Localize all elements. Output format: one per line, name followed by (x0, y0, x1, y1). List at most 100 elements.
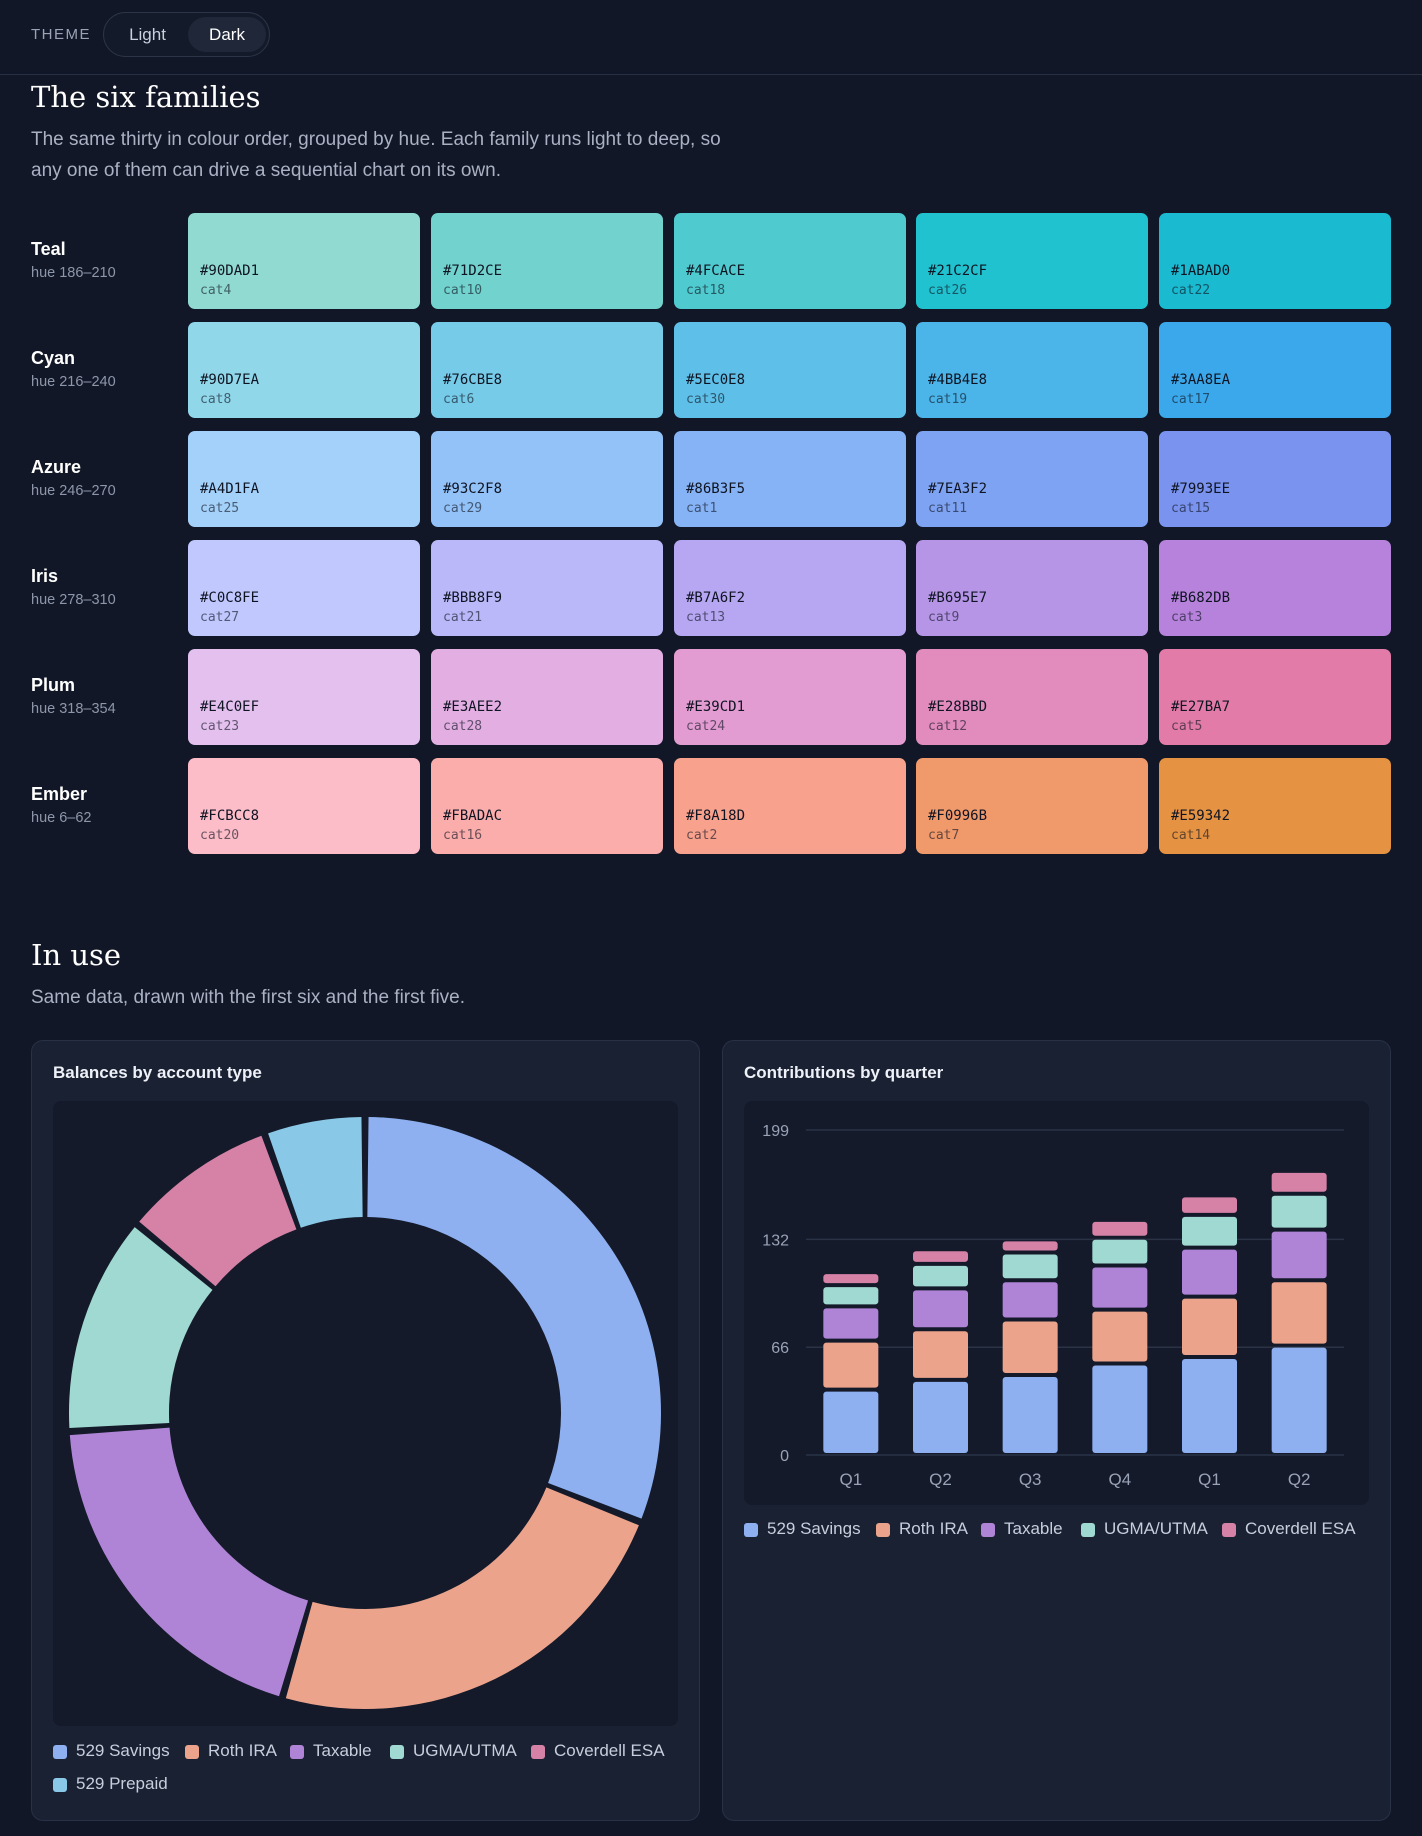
bar-segment-taxable[interactable] (823, 1308, 879, 1339)
color-swatch[interactable]: #A4D1FA cat25 (188, 431, 420, 527)
bar-legend: 529 Savings Roth IRA Taxable UGMA/UTMA Cover… (744, 1519, 1384, 1549)
color-swatch[interactable]: #E59342 cat14 (1159, 758, 1391, 854)
bar-segment-ugma-utma[interactable] (1271, 1195, 1327, 1228)
color-swatch[interactable]: #86B3F5 cat1 (674, 431, 906, 527)
bar-segment-529-savings[interactable] (1182, 1359, 1237, 1453)
color-swatch[interactable]: #B682DB cat3 (1159, 540, 1391, 636)
color-swatch[interactable]: #E39CD1 cat24 (674, 649, 906, 745)
donut-slice-529-savings[interactable] (367, 1117, 661, 1519)
y-tick-label: 132 (762, 1232, 789, 1249)
color-swatch[interactable]: #B695E7 cat9 (916, 540, 1148, 636)
color-swatch[interactable]: #90DAD1 cat4 (188, 213, 420, 309)
color-swatch[interactable]: #E28BBD cat12 (916, 649, 1148, 745)
bar-segment-ugma-utma[interactable] (1182, 1216, 1237, 1246)
swatch-token: cat18 (686, 283, 726, 298)
swatch-hex: #3AA8EA (1171, 372, 1231, 388)
bar-segment-roth-ira[interactable] (1271, 1282, 1327, 1344)
color-swatch[interactable]: #90D7EA cat8 (188, 322, 420, 418)
theme-light-button[interactable]: Light (129, 25, 166, 44)
color-swatch[interactable]: #4BB4E8 cat19 (916, 322, 1148, 418)
legend-swatch (744, 1523, 758, 1537)
donut-slice-ugma-utma[interactable] (69, 1227, 213, 1429)
bar-segment-529-savings[interactable] (1271, 1347, 1327, 1453)
bar-segment-roth-ira[interactable] (823, 1342, 879, 1388)
swatch-hex: #FBADAC (443, 808, 503, 824)
swatch-token: cat7 (928, 828, 960, 843)
swatch-token: cat2 (686, 828, 718, 843)
swatch-hex: #FCBCC8 (200, 808, 260, 824)
bar-segment-taxable[interactable] (913, 1290, 968, 1328)
swatch-token: cat16 (443, 828, 483, 843)
bar-segment-roth-ira[interactable] (1092, 1311, 1148, 1362)
bar-segment-taxable[interactable] (1092, 1267, 1148, 1308)
family-row-cyan: Cyan hue 216–240 #90D7EA cat8 #76CBE8 cat6 #5E… (0, 322, 1422, 418)
bar-segment-taxable[interactable] (1271, 1231, 1327, 1279)
swatch-hex: #76CBE8 (443, 372, 503, 388)
bar-segment-ugma-utma[interactable] (823, 1287, 879, 1305)
color-swatch[interactable]: #E27BA7 cat5 (1159, 649, 1391, 745)
bar-segment-ugma-utma[interactable] (913, 1265, 968, 1287)
color-swatch[interactable]: #21C2CF cat26 (916, 213, 1148, 309)
stacked-bar-chart: 0 66 132 199 Q1 Q2 Q3 Q4 Q1 Q2 (762, 1123, 1344, 1489)
legend-swatch (531, 1745, 545, 1759)
bar-segment-529-savings[interactable] (1002, 1376, 1058, 1453)
legend-swatch (390, 1745, 404, 1759)
color-swatch[interactable]: #76CBE8 cat6 (431, 322, 663, 418)
swatch-token: cat29 (443, 501, 483, 516)
color-swatch[interactable]: #BBB8F9 cat21 (431, 540, 663, 636)
swatch-hex: #90DAD1 (200, 263, 260, 279)
bar-segment-529-savings[interactable] (1092, 1365, 1148, 1453)
color-swatch[interactable]: #E4C0EF cat23 (188, 649, 420, 745)
swatch-hex: #7993EE (1171, 481, 1231, 497)
swatch-token: cat13 (686, 610, 726, 625)
swatch-hex: #4FCACE (686, 263, 746, 279)
bar-segment-529-savings[interactable] (823, 1391, 879, 1453)
donut-legend: 529 Savings Roth IRA Taxable UGMA/UTMA Cover… (53, 1741, 678, 1811)
bar-segment-ugma-utma[interactable] (1002, 1254, 1058, 1279)
color-swatch[interactable]: #E3AEE2 cat28 (431, 649, 663, 745)
x-tick-label: Q1 (839, 1470, 862, 1489)
color-swatch[interactable]: #1ABAD0 cat22 (1159, 213, 1391, 309)
bar-segment-ugma-utma[interactable] (1092, 1239, 1148, 1264)
bar-segment-roth-ira[interactable] (913, 1331, 968, 1378)
bar-segment-coverdell-esa[interactable] (1002, 1241, 1058, 1251)
color-swatch[interactable]: #7EA3F2 cat11 (916, 431, 1148, 527)
bar-segment-coverdell-esa[interactable] (1271, 1172, 1327, 1192)
bar-segment-roth-ira[interactable] (1002, 1321, 1058, 1373)
donut-slice-taxable[interactable] (69, 1427, 309, 1697)
bar-segment-taxable[interactable] (1002, 1282, 1058, 1318)
swatch-hex: #E27BA7 (1171, 699, 1231, 715)
color-swatch[interactable]: #FCBCC8 cat20 (188, 758, 420, 854)
color-swatch[interactable]: #F8A18D cat2 (674, 758, 906, 854)
color-swatch[interactable]: #4FCACE cat18 (674, 213, 906, 309)
color-swatch[interactable]: #7993EE cat15 (1159, 431, 1391, 527)
color-swatch[interactable]: #71D2CE cat10 (431, 213, 663, 309)
color-swatch[interactable]: #5EC0E8 cat30 (674, 322, 906, 418)
theme-dark-button[interactable]: Dark (188, 17, 266, 52)
bar-segment-529-savings[interactable] (913, 1381, 968, 1453)
donut-slice-coverdell-esa[interactable] (139, 1135, 297, 1287)
swatch-token: cat26 (928, 283, 968, 298)
swatch-token: cat1 (686, 501, 718, 516)
color-swatch[interactable]: #B7A6F2 cat13 (674, 540, 906, 636)
donut-slice-roth-ira[interactable] (285, 1487, 639, 1709)
bar-segment-coverdell-esa[interactable] (823, 1274, 879, 1284)
color-swatch[interactable]: #F0996B cat7 (916, 758, 1148, 854)
color-swatch[interactable]: #3AA8EA cat17 (1159, 322, 1391, 418)
swatch-hex: #E39CD1 (686, 699, 746, 715)
legend-label: Roth IRA (899, 1519, 968, 1538)
donut-slice-529-prepaid[interactable] (268, 1117, 363, 1228)
color-swatch[interactable]: #C0C8FE cat27 (188, 540, 420, 636)
bar-segment-coverdell-esa[interactable] (1092, 1221, 1148, 1236)
bar-segment-coverdell-esa[interactable] (913, 1251, 968, 1262)
y-tick-label: 66 (771, 1340, 789, 1357)
bar-segment-taxable[interactable] (1182, 1249, 1237, 1295)
swatch-token: cat14 (1171, 828, 1211, 843)
swatch-token: cat20 (200, 828, 240, 843)
color-swatch[interactable]: #93C2F8 cat29 (431, 431, 663, 527)
bar-segment-roth-ira[interactable] (1182, 1298, 1237, 1356)
color-swatch[interactable]: #FBADAC cat16 (431, 758, 663, 854)
family-hue-range: hue 6–62 (31, 810, 92, 826)
swatch-hex: #B682DB (1171, 590, 1231, 606)
bar-segment-coverdell-esa[interactable] (1182, 1197, 1237, 1213)
